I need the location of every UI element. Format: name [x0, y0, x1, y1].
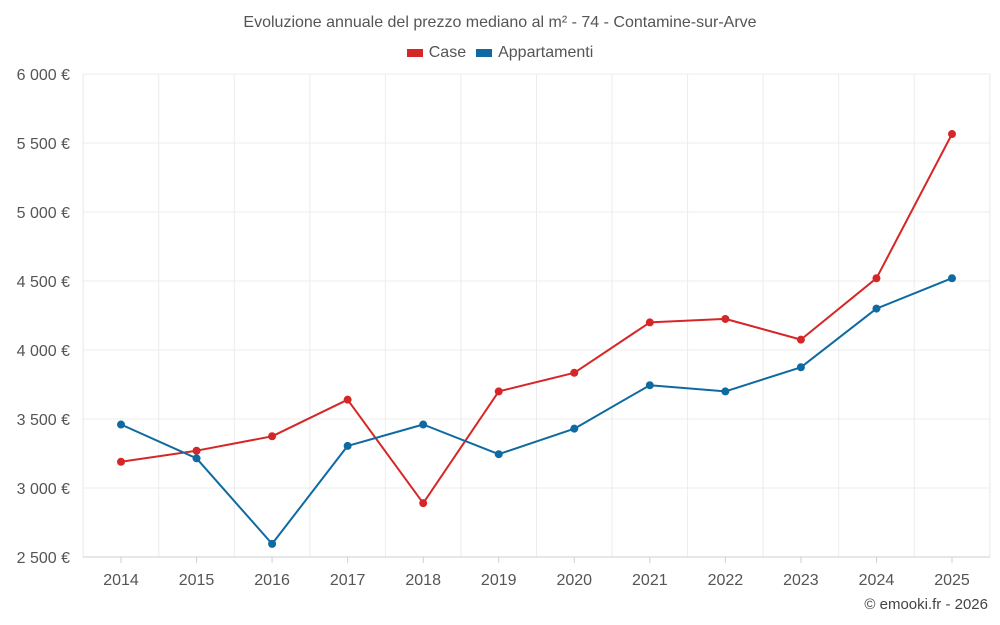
series-line-case: [120, 133, 953, 505]
legend-entry-appartamenti[interactable]: Appartamenti: [476, 44, 593, 62]
series-line-appartamenti: [120, 277, 953, 545]
x-tick-label: 2023: [783, 572, 819, 589]
data-point-appartamenti: [872, 304, 881, 313]
data-point-appartamenti: [796, 363, 805, 372]
x-tick-label: 2016: [254, 572, 290, 589]
data-point-case: [343, 395, 352, 404]
data-point-case: [117, 457, 125, 466]
x-tick-label: 2015: [179, 572, 215, 589]
data-point-case: [872, 274, 881, 283]
y-tick-label: 5 000 €: [17, 205, 70, 222]
data-point-appartamenti: [192, 454, 201, 463]
data-point-appartamenti: [948, 274, 956, 283]
data-point-appartamenti: [570, 424, 579, 433]
x-tick-label: 2018: [405, 572, 441, 589]
x-tick-label: 2017: [330, 572, 366, 589]
data-point-case: [494, 387, 503, 396]
data-point-case: [948, 130, 956, 139]
x-tick-label: 2022: [708, 572, 744, 589]
credit: © emooki.fr - 2026: [864, 596, 988, 613]
x-tick-label: 2021: [632, 572, 668, 589]
data-point-case: [268, 432, 277, 441]
y-tick-label: 4 000 €: [17, 343, 70, 360]
data-point-appartamenti: [419, 420, 428, 429]
x-tick-label: 2024: [859, 572, 895, 589]
legend: Case Appartamenti: [0, 44, 1000, 62]
data-point-appartamenti: [494, 450, 503, 459]
x-tick-label: 2025: [934, 572, 970, 589]
data-point-case: [192, 446, 201, 455]
legend-label-case: Case: [428, 44, 467, 61]
legend-swatch-case: [406, 49, 423, 57]
data-point-appartamenti: [645, 381, 654, 390]
y-tick-label: 3 000 €: [17, 481, 70, 498]
data-point-appartamenti: [721, 387, 730, 396]
x-tick-label: 2019: [481, 572, 517, 589]
legend-entry-case[interactable]: Case: [406, 44, 467, 62]
data-point-case: [419, 499, 428, 508]
y-tick-label: 4 500 €: [17, 274, 70, 291]
chart-title: Evoluzione annuale del prezzo mediano al…: [243, 14, 757, 31]
data-point-appartamenti: [268, 539, 277, 548]
data-point-case: [570, 368, 579, 377]
x-tick-label: 2014: [103, 572, 139, 589]
data-point-case: [721, 314, 730, 323]
y-tick-label: 6 000 €: [17, 67, 70, 84]
y-tick-label: 3 500 €: [17, 412, 70, 429]
data-point-appartamenti: [343, 441, 352, 450]
data-point-case: [645, 318, 654, 327]
data-point-case: [796, 335, 805, 344]
legend-label-appartamenti: Appartamenti: [498, 44, 594, 61]
legend-swatch-appartamenti: [476, 49, 493, 57]
x-tick-label: 2020: [556, 572, 592, 589]
y-tick-label: 2 500 €: [17, 550, 70, 567]
y-tick-label: 5 500 €: [17, 136, 70, 153]
data-point-appartamenti: [117, 420, 125, 429]
